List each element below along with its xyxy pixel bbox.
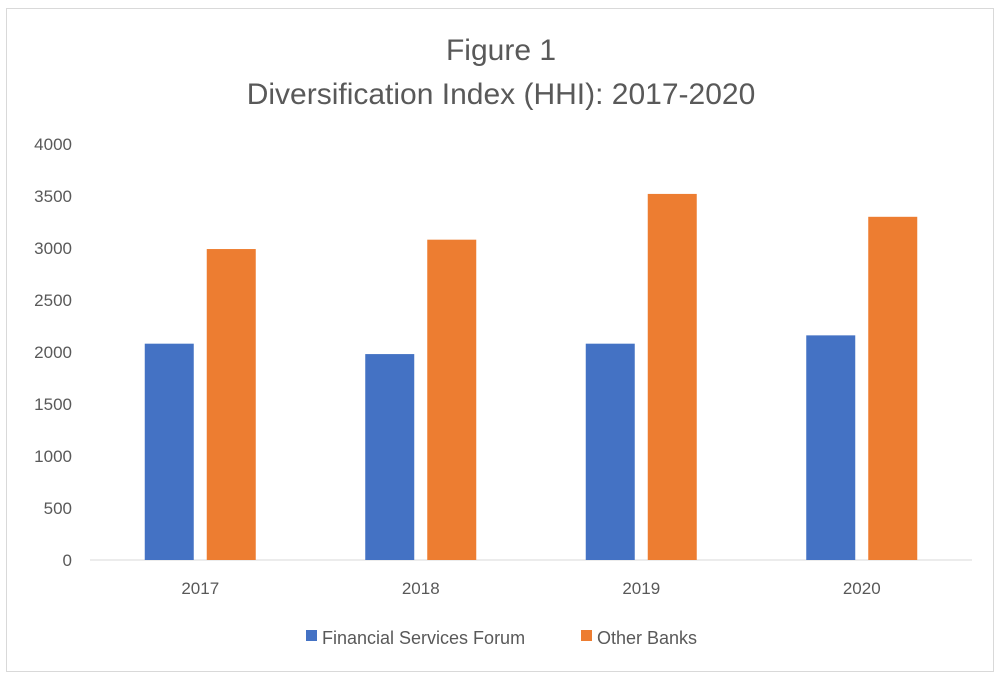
chart-subtitle: Diversification Index (HHI): 2017-2020 <box>247 78 756 111</box>
y-tick-label: 3500 <box>34 187 72 206</box>
y-tick-label: 1000 <box>34 447 72 466</box>
legend-label-other-banks: Other Banks <box>597 628 697 648</box>
y-tick-label: 2000 <box>34 343 72 362</box>
x-tick-label: 2019 <box>622 579 660 598</box>
bar-financial-services-forum-2018 <box>365 354 415 560</box>
y-tick-label: 500 <box>44 499 72 518</box>
bar-financial-services-forum-2020 <box>806 335 856 560</box>
bar-other-banks-2020 <box>868 216 918 561</box>
legend-label-financial-services-forum: Financial Services Forum <box>322 628 525 648</box>
bar-other-banks-2018 <box>427 239 477 560</box>
y-axis: 0 500 1000 1500 2000 2500 3000 3500 4000 <box>34 135 72 570</box>
bar-financial-services-forum-2017 <box>144 343 194 560</box>
legend-swatch-financial-services-forum <box>306 630 317 641</box>
y-tick-label: 2500 <box>34 291 72 310</box>
x-tick-label: 2020 <box>843 579 881 598</box>
y-tick-label: 4000 <box>34 135 72 154</box>
bar-financial-services-forum-2019 <box>585 343 635 560</box>
chart-title: Figure 1 <box>446 34 556 67</box>
y-tick-label: 3000 <box>34 239 72 258</box>
bar-other-banks-2019 <box>647 193 697 561</box>
legend-swatch-other-banks <box>581 630 592 641</box>
x-tick-label: 2018 <box>402 579 440 598</box>
legend: Financial Services Forum Other Banks <box>306 628 697 648</box>
bar-other-banks-2017 <box>206 249 256 561</box>
x-axis: 2017 2018 2019 2020 <box>90 559 972 598</box>
x-tick-label: 2017 <box>181 579 219 598</box>
y-tick-label: 1500 <box>34 395 72 414</box>
y-tick-label: 0 <box>63 551 72 570</box>
bars <box>144 193 918 561</box>
